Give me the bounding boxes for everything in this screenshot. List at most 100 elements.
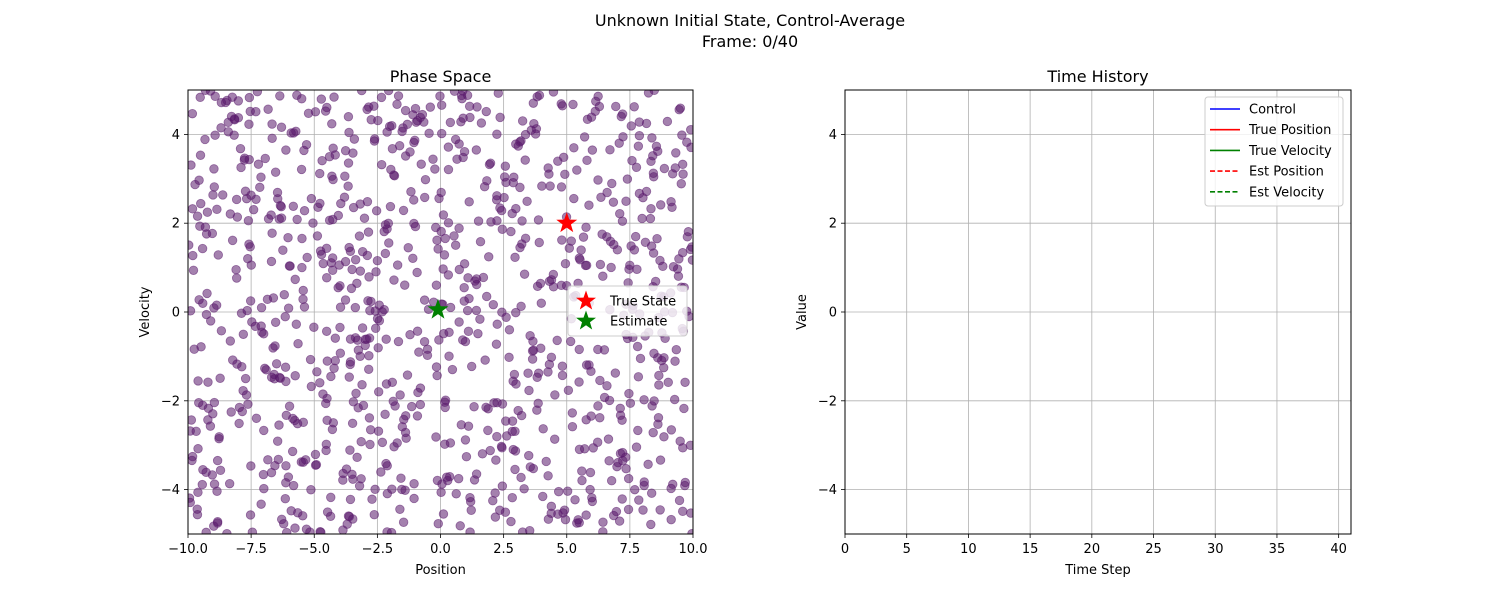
particle-point <box>507 493 517 503</box>
particle-point <box>190 179 200 190</box>
particle-point <box>545 181 555 191</box>
particle-point <box>565 336 576 347</box>
particle-point <box>371 267 381 277</box>
particle-point <box>348 397 359 407</box>
particle-point <box>245 242 255 252</box>
particle-point <box>256 172 266 182</box>
particle-point <box>510 464 520 475</box>
particle-point <box>641 118 652 129</box>
time-history-ylabel: Value <box>795 294 810 330</box>
particle-point <box>193 487 203 498</box>
particle-point <box>536 298 547 308</box>
particle-point <box>496 441 507 452</box>
particle-point <box>543 163 553 173</box>
particle-point <box>278 519 289 529</box>
particle-point <box>460 435 471 445</box>
particle-point <box>263 104 273 114</box>
particle-point <box>510 252 520 263</box>
particle-point <box>578 232 589 242</box>
particle-point <box>192 211 203 221</box>
particle-point <box>324 151 335 162</box>
particle-point <box>395 390 405 400</box>
particle-point <box>563 385 574 395</box>
particle-point <box>197 243 208 254</box>
particle-point <box>245 510 256 520</box>
particle-point <box>674 254 684 264</box>
legend-true-velocity-label: True Velocity <box>1248 144 1332 159</box>
particle-point <box>357 323 368 333</box>
particle-point <box>284 401 295 411</box>
particle-point <box>318 389 328 399</box>
particle-point <box>335 302 346 312</box>
particle-point <box>473 328 483 339</box>
particle-point <box>260 363 270 374</box>
particle-point <box>581 222 591 233</box>
particle-point <box>412 411 423 421</box>
particle-point <box>188 265 199 276</box>
particle-point <box>257 327 267 337</box>
particle-point <box>316 94 327 104</box>
particle-point <box>335 348 346 358</box>
particle-point <box>523 368 533 378</box>
particle-point <box>346 283 357 294</box>
particle-point <box>356 474 366 484</box>
particle-point <box>288 128 299 138</box>
particle-point <box>376 92 387 103</box>
particle-point <box>258 469 269 480</box>
particle-point <box>621 196 631 206</box>
particle-point <box>599 392 610 403</box>
particle-point <box>453 473 464 484</box>
particle-point <box>440 439 450 449</box>
particle-point <box>315 198 325 209</box>
particle-point <box>520 233 531 243</box>
particle-point <box>384 238 394 248</box>
particle-point <box>678 169 688 179</box>
particle-point <box>432 235 442 245</box>
particle-point <box>459 282 469 293</box>
phase-space-xtick-label: −7.5 <box>235 542 267 557</box>
particle-point <box>597 229 607 239</box>
particle-point <box>236 162 246 173</box>
particle-point <box>248 204 259 215</box>
particle-point <box>497 481 508 491</box>
particle-point <box>275 200 286 211</box>
particle-point <box>327 265 338 275</box>
particle-point <box>516 301 526 312</box>
particle-point <box>234 418 244 429</box>
particle-point <box>586 112 597 122</box>
particle-point <box>201 309 212 320</box>
particle-point <box>402 370 413 380</box>
particle-point <box>364 272 374 282</box>
particle-point <box>270 317 281 327</box>
particle-point <box>567 421 578 432</box>
particle-point <box>438 264 448 274</box>
particle-point <box>650 276 661 287</box>
particle-point <box>212 486 222 496</box>
particle-point <box>306 193 317 204</box>
particle-point <box>212 204 222 215</box>
particle-point <box>659 432 669 442</box>
particle-point <box>397 484 407 495</box>
particle-point <box>422 344 433 354</box>
particle-point <box>290 415 300 426</box>
particle-point <box>420 174 431 185</box>
particle-point <box>437 100 447 110</box>
estimate-star-marker <box>427 298 449 319</box>
particle-point <box>293 508 303 518</box>
particle-point <box>310 460 321 470</box>
time-history-legend: Control True Position True Velocity Est Pos… <box>1204 96 1344 207</box>
particle-point <box>216 326 227 336</box>
particle-point <box>617 447 628 458</box>
particle-point <box>646 241 657 251</box>
particle-point <box>224 478 235 489</box>
particle-point <box>666 425 677 435</box>
particle-point <box>570 495 580 505</box>
particle-point <box>517 116 528 126</box>
particle-point <box>281 145 291 155</box>
particle-point <box>209 397 220 408</box>
particle-point <box>322 415 332 425</box>
particle-point <box>500 161 511 171</box>
particle-point <box>621 464 631 474</box>
particle-point <box>449 231 459 241</box>
particle-point <box>658 261 668 272</box>
